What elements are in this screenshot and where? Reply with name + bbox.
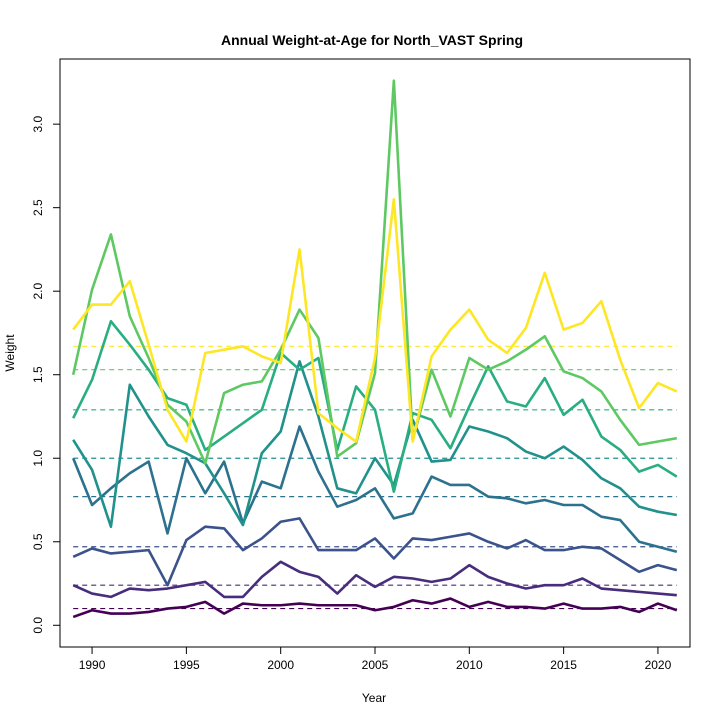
- x-tick-label: 1990: [79, 658, 106, 672]
- x-axis-label: Year: [362, 691, 386, 705]
- series-line-6: [72, 319, 678, 493]
- y-tick-label: 1.5: [31, 366, 45, 383]
- y-tick-label: 2.5: [31, 199, 45, 216]
- y-tick-label: 0.5: [31, 533, 45, 550]
- series-line-2: [72, 560, 677, 599]
- x-tick-label: 2015: [550, 658, 577, 672]
- x-axis: 1990 1995 2000 2005 2010 2015 2020: [79, 647, 672, 672]
- series-line-7: [71, 79, 678, 465]
- y-tick-label: 0.0: [31, 617, 45, 634]
- x-tick-label: 2020: [645, 658, 672, 672]
- chart-title: Annual Weight-at-Age for North_VAST Spri…: [221, 32, 523, 48]
- series-group: [71, 79, 678, 619]
- series-line-1: [72, 597, 678, 619]
- x-tick-label: 2005: [362, 658, 389, 672]
- x-tick-label: 2000: [267, 658, 294, 672]
- series-line-5: [72, 360, 678, 529]
- y-axis: 0.0 0.5 1.0 1.5 2.0 2.5 3.0: [31, 115, 60, 634]
- y-tick-label: 2.0: [31, 283, 45, 300]
- series-line-8: [72, 198, 678, 443]
- y-tick-label: 1.0: [31, 450, 45, 467]
- y-axis-label: Weight: [3, 334, 17, 372]
- x-tick-label: 1995: [173, 658, 200, 672]
- series-line-4: [71, 425, 678, 554]
- series-line-3: [72, 517, 678, 587]
- y-tick-label: 3.0: [31, 115, 45, 132]
- x-tick-label: 2010: [456, 658, 483, 672]
